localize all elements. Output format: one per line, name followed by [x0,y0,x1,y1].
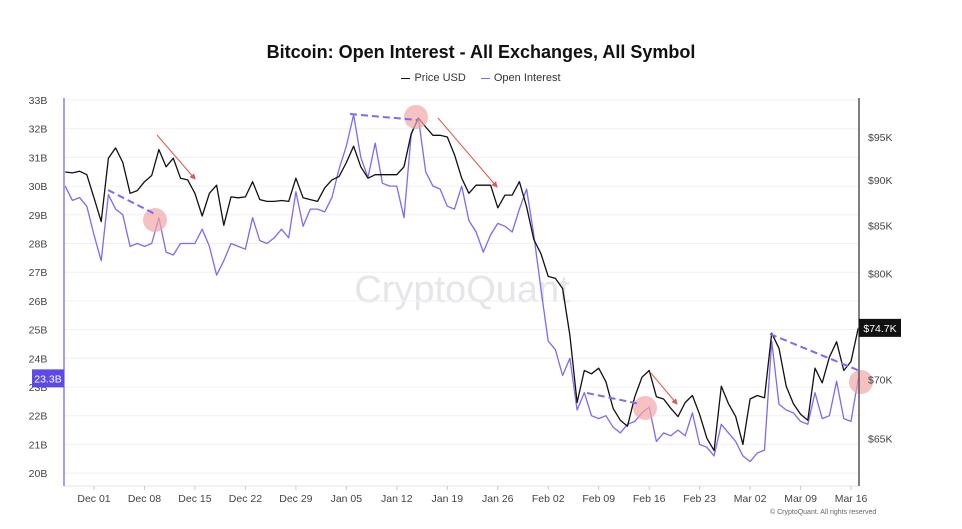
right-tick-label: $85K [868,220,893,232]
dashed-trendline [349,113,418,121]
left-tick-label: 21B [29,439,48,451]
dashed-trendline [107,189,156,215]
left-tick-label: 25B [29,325,48,337]
legend-item-open-interest[interactable]: Open Interest [480,72,561,84]
arrow-down-icon [156,134,196,180]
highlight-circle [849,370,873,394]
x-tick-label: Feb 16 [633,493,666,505]
x-tick-label: Mar 09 [784,493,817,505]
legend: Price USD Open Interest [0,72,962,84]
left-tick-label: 22B [29,411,48,423]
left-current-value-badge: 23.3B [32,369,64,388]
copyright: © CryptoQuant. All rights reserved [770,509,877,516]
right-tick-label: $95K [868,132,893,144]
x-tick-label: Feb 02 [532,493,565,505]
x-tick-label: Dec 29 [279,493,312,505]
legend-label-open-interest: Open Interest [493,72,561,84]
watermark: CryptoQuant [354,269,570,311]
left-tick-label: 29B [29,210,48,222]
right-current-value-badge: $74.7K [859,318,901,337]
right-tick-label: $90K [868,175,893,187]
highlight-circle [143,208,167,232]
highlight-circle [404,105,428,129]
left-tick-label: 20B [29,468,48,480]
x-tick-label: Feb 09 [582,493,615,505]
grid [64,99,859,487]
left-tick-label: 32B [29,124,48,136]
left-tick-label: 27B [29,267,48,279]
left-tick-label: 30B [29,181,48,193]
legend-swatch-open-interest [480,77,490,79]
left-tick-label: 24B [29,353,48,365]
left-tick-label: 28B [29,239,48,251]
dashed-trendline [769,333,861,372]
x-tick-label: Feb 23 [683,493,716,505]
right-current-value: $74.7K [863,323,896,335]
right-axis-ticks: $65K $70K $80K $85K $90K $95K [868,132,893,445]
x-tick-label: Dec 01 [77,493,110,505]
x-tick-label: Dec 15 [178,493,211,505]
left-tick-label: 26B [29,296,48,308]
legend-item-price[interactable]: Price USD [401,72,466,84]
x-tick-label: Dec 22 [229,493,262,505]
arrow-down-icon [649,371,678,405]
legend-label-price: Price USD [414,72,466,84]
x-tick-label: Jan 12 [381,493,413,505]
series-line-open-interest [64,114,859,463]
legend-swatch-price [401,77,411,79]
x-axis-ticks: Dec 01 Dec 08 Dec 15 Dec 22 Dec 29 Jan 05 Jan … [77,486,868,505]
left-current-value: 23.3B [34,373,61,385]
chart-title: Bitcoin: Open Interest - All Exchanges, … [266,42,696,62]
annotations [107,105,873,420]
highlight-circle [633,396,657,420]
right-tick-label: $80K [868,268,893,280]
left-tick-label: 33B [29,95,48,107]
left-axis-ticks: 20B21B22B23B24B25B26B27B28B29B30B31B32B3… [29,95,48,480]
x-tick-label: Mar 02 [734,493,767,505]
right-tick-label: $70K [868,374,893,386]
series-lines [64,114,859,463]
x-tick-label: Dec 08 [128,493,161,505]
series-line-price-usd [65,117,859,452]
x-tick-label: Jan 19 [432,493,464,505]
right-tick-label: $65K [868,433,893,445]
dashed-trendline [586,392,641,405]
x-tick-label: Jan 05 [331,493,363,505]
arrow-down-icon [437,117,498,188]
x-tick-label: Mar 16 [835,493,868,505]
left-tick-label: 31B [29,152,48,164]
x-tick-label: Jan 26 [482,493,514,505]
